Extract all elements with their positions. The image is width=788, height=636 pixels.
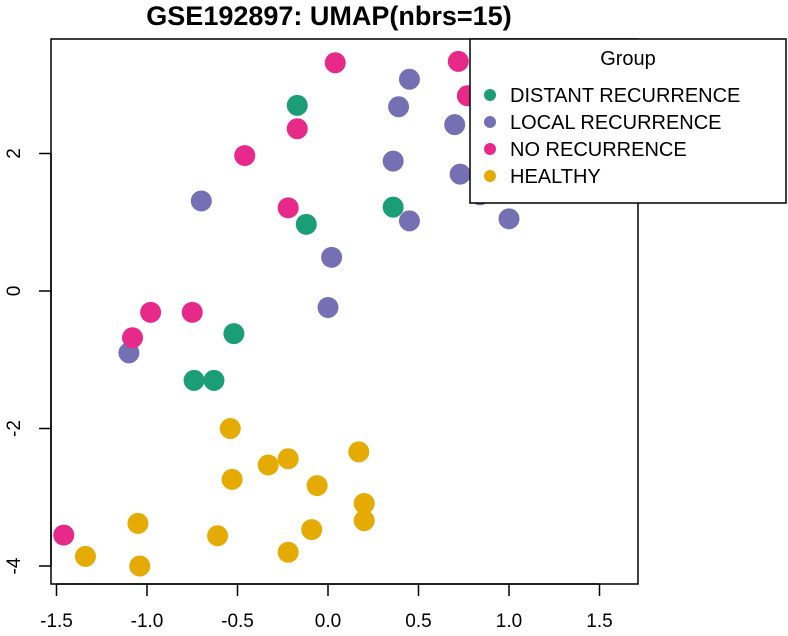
point-local-recurrence: [398, 68, 420, 90]
point-healthy: [74, 545, 96, 567]
x-tick-label: 0.5: [405, 611, 431, 632]
point-healthy: [257, 454, 279, 476]
point-healthy: [348, 441, 370, 463]
legend-marker-no-recurrence: [484, 143, 496, 155]
x-tick-label: 1.0: [496, 611, 522, 632]
point-healthy: [127, 512, 149, 534]
point-distant-recurrence: [203, 369, 225, 391]
legend-label-no-recurrence: NO RECURRENCE: [510, 139, 687, 161]
point-healthy: [277, 541, 299, 563]
legend: Group DISTANT RECURRENCE LOCAL RECURRENCE…: [469, 38, 787, 204]
x-tick-label: -1.0: [131, 611, 164, 632]
point-healthy: [219, 418, 241, 439]
legend-label-distant-recurrence: DISTANT RECURRENCE: [510, 85, 740, 107]
point-distant-recurrence: [295, 213, 317, 235]
point-local-recurrence: [449, 163, 471, 185]
point-distant-recurrence: [286, 94, 308, 116]
point-healthy: [207, 525, 229, 547]
x-tick-label: -1.5: [40, 611, 73, 632]
point-healthy: [277, 448, 299, 470]
point-healthy: [306, 475, 328, 497]
point-local-recurrence: [321, 246, 343, 268]
point-no-recurrence: [277, 197, 299, 219]
point-healthy: [221, 468, 243, 490]
point-no-recurrence: [447, 50, 469, 72]
data-points: [53, 50, 520, 577]
point-no-recurrence: [140, 301, 162, 323]
point-local-recurrence: [498, 208, 520, 230]
y-tick-label: 2: [4, 148, 25, 159]
point-no-recurrence: [234, 145, 256, 167]
point-healthy: [129, 555, 151, 577]
x-tick-label: -0.5: [221, 611, 254, 632]
legend-box: [469, 38, 787, 204]
point-no-recurrence: [53, 524, 75, 546]
legend-title: Group: [600, 48, 656, 70]
point-local-recurrence: [388, 96, 410, 118]
legend-marker-distant-recurrence: [484, 89, 496, 101]
legend-entries: DISTANT RECURRENCE LOCAL RECURRENCE NO REC…: [484, 85, 740, 188]
legend-marker-healthy: [484, 170, 496, 182]
point-no-recurrence: [122, 327, 144, 349]
point-local-recurrence: [444, 114, 466, 136]
x-tick-label: 0.0: [315, 611, 341, 632]
point-local-recurrence: [382, 150, 404, 172]
point-distant-recurrence: [223, 323, 245, 345]
point-healthy: [353, 492, 375, 514]
point-healthy: [353, 510, 375, 532]
legend-label-healthy: HEALTHY: [510, 166, 601, 188]
x-tick-label: 1.5: [586, 611, 612, 632]
y-tick-label: -4: [4, 557, 25, 574]
point-local-recurrence: [317, 297, 339, 318]
point-no-recurrence: [181, 301, 203, 323]
x-axis: -1.5 -1.0 -0.5 0.0 0.5 1.0 1.5: [40, 583, 613, 632]
y-tick-label: -2: [4, 420, 25, 437]
point-healthy: [301, 519, 323, 541]
point-no-recurrence: [286, 118, 308, 140]
point-local-recurrence: [398, 210, 420, 232]
point-no-recurrence: [324, 52, 346, 74]
y-tick-label: 0: [4, 286, 25, 297]
point-distant-recurrence: [382, 196, 404, 218]
point-distant-recurrence: [183, 369, 205, 391]
point-local-recurrence: [190, 190, 212, 212]
legend-label-local-recurrence: LOCAL RECURRENCE: [510, 112, 722, 134]
y-axis: -4 -2 0 2: [4, 148, 52, 574]
legend-marker-local-recurrence: [484, 116, 496, 128]
chart-title: GSE192897: UMAP(nbrs=15): [146, 1, 511, 31]
